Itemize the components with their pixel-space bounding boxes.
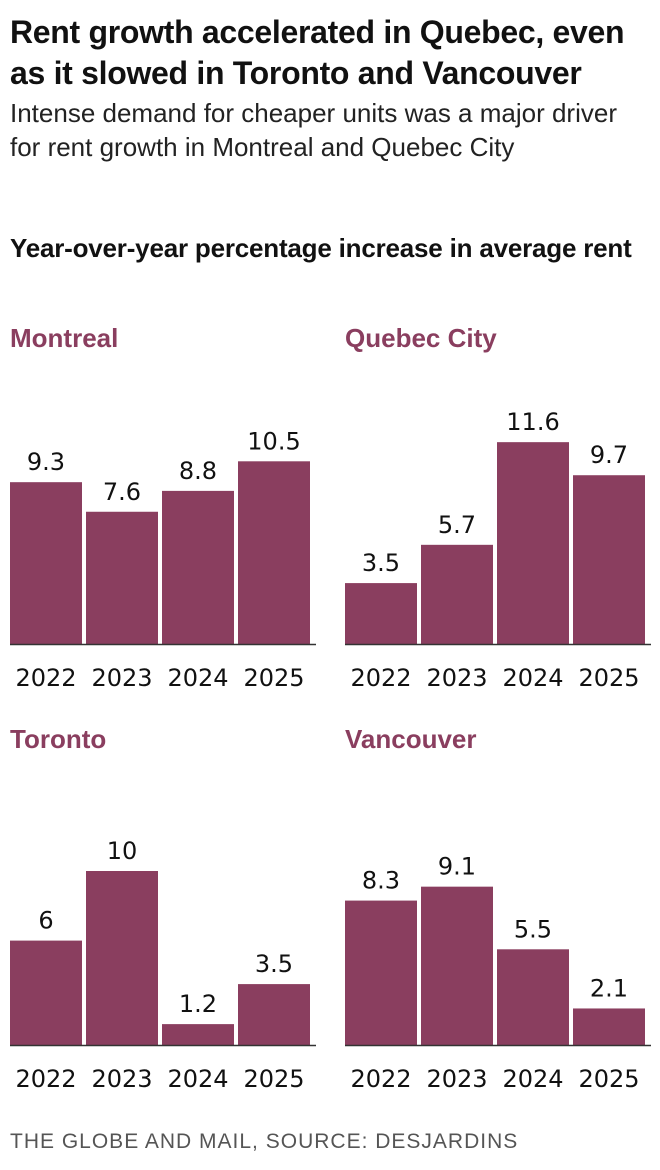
- bar-2023: [421, 886, 493, 1045]
- data-label: 6: [38, 907, 53, 935]
- x-tick-label: 2025: [578, 664, 639, 692]
- data-label: 8.8: [179, 457, 217, 485]
- data-label: 1.2: [179, 990, 217, 1018]
- data-label: 8.3: [362, 867, 400, 895]
- data-label: 3.5: [255, 950, 293, 978]
- bar-2022: [345, 583, 417, 644]
- bar-chart: 3.5 2022 5.7 2023 11.6 2024 9.7 2025: [345, 408, 651, 692]
- data-label: 3.5: [362, 549, 400, 577]
- x-tick-label: 2022: [350, 1065, 411, 1093]
- x-tick-label: 2024: [167, 1065, 228, 1093]
- panel-toronto: Toronto 6 2022 10 2023 1.2 2024 3.5 2025: [10, 723, 328, 1113]
- chart-heading: Year-over-year percentage increase in av…: [10, 233, 632, 263]
- panel-vancouver: Vancouver 8.3 2022 9.1 2023 5.5 2024 2.1 2025: [345, 723, 660, 1113]
- chart-subtitle: Intense demand for cheaper units was a m…: [10, 98, 617, 162]
- x-tick-label: 2023: [426, 664, 487, 692]
- bar-2024: [162, 1024, 234, 1045]
- data-label: 9.3: [27, 448, 65, 476]
- data-label: 10.5: [247, 427, 300, 455]
- bar-chart: 8.3 2022 9.1 2023 5.5 2024 2.1 2025: [345, 853, 651, 1093]
- bar-2023: [86, 511, 158, 644]
- bar-2024: [162, 490, 234, 644]
- bar-2022: [345, 900, 417, 1045]
- bar-2025: [573, 1008, 645, 1045]
- bar-2024: [497, 442, 569, 644]
- bar-chart: 6 2022 10 2023 1.2 2024 3.5 2025: [10, 837, 316, 1093]
- x-tick-label: 2023: [91, 1065, 152, 1093]
- bar-2022: [10, 940, 82, 1045]
- data-label: 2.1: [590, 974, 628, 1002]
- bar-2025: [573, 475, 645, 644]
- x-tick-label: 2022: [15, 664, 76, 692]
- panel-title: Quebec City: [345, 323, 497, 353]
- bar-2022: [10, 482, 82, 644]
- data-label: 9.7: [590, 441, 628, 469]
- x-tick-label: 2022: [350, 664, 411, 692]
- data-label: 7.6: [103, 478, 141, 506]
- data-label: 10: [107, 837, 138, 865]
- data-label: 5.5: [514, 915, 552, 943]
- bar-2025: [238, 461, 310, 644]
- panel-quebec-city: Quebec City 3.5 2022 5.7 2023 11.6 2024 9.7 202…: [345, 322, 660, 712]
- x-tick-label: 2025: [243, 664, 304, 692]
- bar-chart: 9.3 2022 7.6 2023 8.8 2024 10.5 2025: [10, 427, 316, 692]
- bar-2025: [238, 984, 310, 1045]
- x-tick-label: 2023: [91, 664, 152, 692]
- x-tick-label: 2023: [426, 1065, 487, 1093]
- x-tick-label: 2024: [502, 664, 563, 692]
- bar-2024: [497, 949, 569, 1045]
- chart-title: Rent growth accelerated in Quebec, even …: [10, 14, 625, 91]
- x-tick-label: 2025: [578, 1065, 639, 1093]
- data-label: 9.1: [438, 853, 476, 881]
- x-tick-label: 2022: [15, 1065, 76, 1093]
- source-note: THE GLOBE AND MAIL, SOURCE: DESJARDINS: [10, 1130, 519, 1153]
- bar-2023: [86, 871, 158, 1045]
- bar-2023: [421, 544, 493, 644]
- panel-title: Montreal: [10, 323, 119, 353]
- x-tick-label: 2024: [502, 1065, 563, 1093]
- x-tick-label: 2025: [243, 1065, 304, 1093]
- data-label: 5.7: [438, 511, 476, 539]
- panel-title: Toronto: [10, 724, 107, 754]
- panel-title: Vancouver: [345, 724, 477, 754]
- x-tick-label: 2024: [167, 664, 228, 692]
- panel-montreal: Montreal 9.3 2022 7.6 2023 8.8 2024 10.5 2025: [10, 322, 328, 712]
- data-label: 11.6: [506, 408, 559, 436]
